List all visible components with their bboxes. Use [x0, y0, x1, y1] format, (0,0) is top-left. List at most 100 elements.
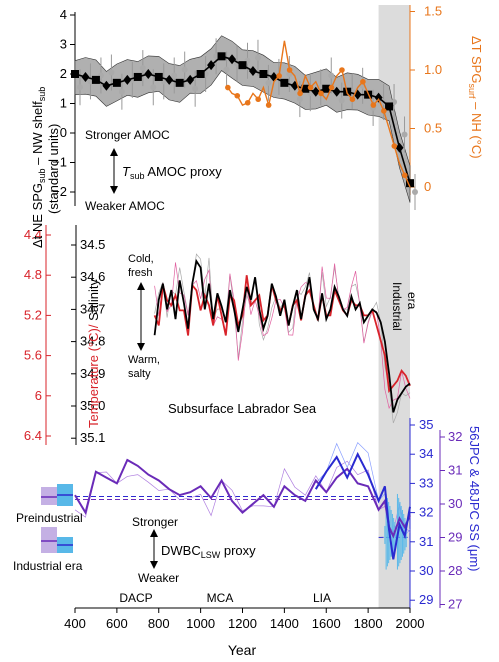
top-grey-marker: [254, 54, 261, 61]
bot-purple-tick-label: 29: [448, 530, 462, 545]
fresh-label: fresh: [128, 267, 152, 279]
x-axis-tick-label: 2000: [396, 616, 425, 631]
top-square-marker: [196, 70, 205, 78]
top-square-marker: [133, 72, 142, 81]
x-axis-tick-label: 800: [148, 616, 170, 631]
x-axis-tick-label: 400: [64, 616, 86, 631]
bot-purple-tick-label: 32: [448, 429, 462, 444]
top-diamond-marker: [102, 80, 111, 91]
top-ylabel-line1: Δt NE SPGsub – NW shelfsub: [30, 87, 47, 248]
panel-top-amoc-proxy: 4 3 2 1 0 −1 −2 1.5 1.0 0.5 0: [52, 4, 442, 210]
top-diamond-marker: [374, 92, 383, 103]
bot-purple-tick-label: 30: [448, 496, 462, 511]
top-left-tick-label: 4: [60, 7, 67, 22]
top-grey-marker: [181, 66, 188, 73]
tsub-rest: AMOC proxy: [144, 164, 222, 179]
top-grey-marker: [108, 69, 115, 76]
top-left-tick-label: 3: [60, 37, 67, 52]
top-orange-marker: [349, 96, 356, 103]
warm-arrowhead: [137, 343, 145, 351]
top-diamond-marker: [186, 74, 195, 85]
warm-label: Warm,: [128, 354, 160, 366]
top-ylabel-right: ΔT SPGsurf – NH (°C): [467, 36, 484, 159]
mid-sal-tick-label: 34.6: [80, 269, 105, 284]
top-left-tick-label: 2: [60, 66, 67, 81]
x-axis-tick-label: 600: [106, 616, 128, 631]
top-square-marker: [259, 70, 268, 78]
top-orange-marker: [328, 84, 335, 91]
mid-temp-tick-label: 5.2: [24, 307, 42, 322]
top-orange-marker: [255, 96, 262, 103]
legend-pre-lavender: [41, 487, 57, 505]
top-ylabel-sub1: sub: [37, 168, 47, 183]
top-diamond-marker: [395, 142, 404, 153]
dwbc-proxy-sub: LSW: [201, 550, 221, 560]
top-ylabel-sub2: sub: [37, 87, 47, 102]
mid-sal-tick-label: 34.8: [80, 334, 105, 349]
legend-preindustrial-label: Preindustrial: [16, 511, 83, 525]
top-grey-marker: [77, 84, 83, 91]
x-axis-tick-label: 1800: [354, 616, 383, 631]
x-axis-tick-label: 1200: [228, 616, 257, 631]
bot-blue-line: [314, 451, 411, 560]
mid-ylabel-temp: Temperature (°C)/: [86, 324, 101, 428]
top-diamond-marker: [165, 74, 174, 85]
top-ylabel-main: Δt NE SPG: [30, 183, 45, 248]
mid-salinity-line: [153, 258, 411, 413]
top-ylabel-units: (standard units): [46, 124, 61, 214]
cold-label: Cold,: [128, 253, 154, 265]
mid-ylabel-sal: Salinity: [86, 279, 101, 325]
top-orange-marker: [225, 84, 231, 91]
bot-ylabel-right: 56JPC & 48JPC SS (μm): [467, 426, 482, 571]
mid-ylabel: Temperature (°C)/ Salinity: [86, 279, 101, 428]
top-right-tick-label: 0: [424, 179, 431, 194]
top-grey-marker: [118, 88, 125, 95]
top-square-marker: [154, 72, 163, 81]
top-orange-marker: [360, 78, 366, 85]
top-ylabel-right-sub: surf: [467, 83, 477, 99]
legend-industrial-label: Industrial era: [13, 559, 83, 573]
weaker-dwbc-label: Weaker: [138, 571, 179, 585]
top-square-marker: [175, 78, 184, 87]
bot-blue-tick-label: 30: [419, 563, 433, 578]
top-orange-marker: [391, 143, 398, 149]
top-orange-marker: [276, 73, 282, 79]
bot-blue-tick-label: 32: [419, 505, 433, 520]
mid-temp-tick-label: 4.8: [24, 267, 42, 282]
top-grey-marker: [328, 72, 335, 79]
top-square-marker: [91, 75, 100, 84]
tsub-sub: sub: [130, 171, 145, 181]
top-square-marker: [280, 78, 289, 87]
bot-purple-line: [74, 458, 411, 539]
bot-blue-tick-label: 29: [419, 592, 433, 607]
bot-purple-tick-label: 31: [448, 463, 462, 478]
top-grey-marker: [223, 66, 230, 73]
period-lia: LIA: [313, 591, 331, 605]
mid-sal-tick-label: 35.1: [80, 430, 105, 445]
top-orange-marker: [244, 99, 251, 106]
top-grey-marker: [192, 85, 199, 92]
panel-bottom-dwbc-proxy: 35 34 33 32 31 30 29 32 31 30 29 28 27: [74, 417, 462, 612]
bot-blue-tick-label: 33: [419, 475, 433, 490]
mid-temp-tick-label: 5.6: [24, 348, 42, 363]
top-orange-marker: [307, 84, 314, 91]
top-orange-marker: [339, 67, 345, 73]
top-diamond-marker: [144, 69, 153, 79]
top-grey-marker: [296, 96, 303, 103]
mid-sal-tick-label: 34.9: [80, 366, 105, 381]
mid-temp-line: [153, 275, 411, 393]
bot-blue-tick-label: 31: [419, 534, 433, 549]
top-orange-marker: [401, 172, 408, 179]
top-grey-marker: [338, 97, 345, 104]
tsub-italic: T: [122, 164, 131, 179]
industrial-era-label-2: era: [405, 292, 419, 310]
top-diamond-marker: [81, 71, 90, 82]
stronger-dwbc-label: Stronger: [132, 515, 178, 529]
dwbc-arrowhead-up: [150, 529, 158, 537]
top-square-marker: [406, 179, 414, 188]
subsurface-labrador-label: Subsurface Labrador Sea: [168, 401, 317, 416]
amoc-arrowhead-down: [110, 186, 118, 194]
top-orange-marker: [234, 92, 241, 99]
top-grey-marker: [401, 131, 408, 138]
